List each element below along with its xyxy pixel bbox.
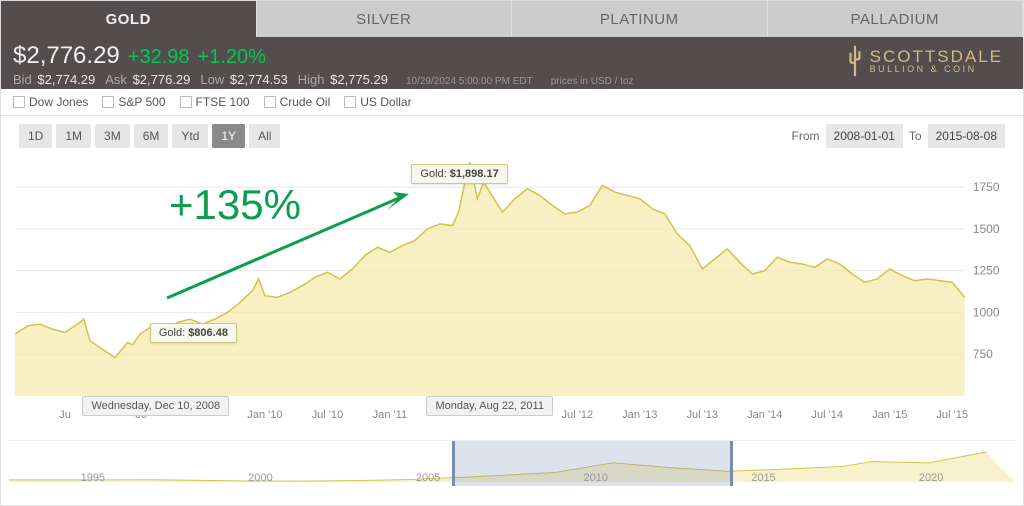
tab-silver[interactable]: SILVER <box>257 1 513 37</box>
compare-ftse100[interactable]: FTSE 100 <box>180 95 250 109</box>
svg-text:Jan '14: Jan '14 <box>747 409 782 421</box>
high-label: High <box>298 72 325 87</box>
callout-low: Gold: $806.48 <box>150 323 237 343</box>
price-change-abs: +32.98 <box>128 46 190 69</box>
compare-label: FTSE 100 <box>196 95 250 109</box>
controls-row: 1D 1M 3M 6M Ytd 1Y All From 2008-01-01 T… <box>1 116 1023 156</box>
svg-text:Jul '14: Jul '14 <box>811 409 843 421</box>
range-all[interactable]: All <box>249 124 280 148</box>
date-range: From 2008-01-01 To 2015-08-08 <box>792 124 1005 148</box>
ask-value: $2,776.29 <box>133 72 191 87</box>
timestamp: 10/29/2024 5:00:00 PM EDT <box>406 76 533 87</box>
callout-value: $1,898.17 <box>450 168 499 180</box>
bid-value: $2,774.29 <box>37 72 95 87</box>
svg-text:1750: 1750 <box>973 180 1000 194</box>
date-flag-low: Wednesday, Dec 10, 2008 <box>82 396 229 416</box>
unit-note: prices in USD / toz <box>551 76 634 87</box>
compare-crudeoil[interactable]: Crude Oil <box>264 95 331 109</box>
price-bar: $2,776.29 +32.98 +1.20% Bid $2,774.29 As… <box>1 37 1023 89</box>
bid-label: Bid <box>13 72 32 87</box>
svg-text:Ju: Ju <box>59 409 71 421</box>
svg-text:Jul '15: Jul '15 <box>936 409 968 421</box>
brand-tagline: BULLION & COIN <box>870 65 1003 74</box>
range-buttons: 1D 1M 3M 6M Ytd 1Y All <box>19 124 280 148</box>
brand-logo[interactable]: SCOTTSDALE BULLION & COIN <box>846 45 1003 77</box>
nav-label: 1995 <box>81 472 105 484</box>
to-label: To <box>909 129 922 143</box>
tab-platinum[interactable]: PLATINUM <box>512 1 768 37</box>
range-1y[interactable]: 1Y <box>212 124 245 148</box>
navigator-labels: 1995 2000 2005 2010 2015 2020 <box>9 472 1015 484</box>
low-value: $2,774.53 <box>230 72 288 87</box>
low-label: Low <box>200 72 224 87</box>
price-change-pct: +1.20% <box>198 46 266 69</box>
compare-label: Crude Oil <box>280 95 331 109</box>
compare-usdollar[interactable]: US Dollar <box>344 95 411 109</box>
date-flag-high: Monday, Aug 22, 2011 <box>426 396 552 416</box>
to-date[interactable]: 2015-08-08 <box>928 124 1005 148</box>
nav-label: 2005 <box>416 472 440 484</box>
cactus-icon <box>846 45 864 77</box>
spot-price: $2,776.29 <box>13 42 120 70</box>
callout-label: Gold: <box>159 327 185 339</box>
svg-text:750: 750 <box>973 347 993 361</box>
nav-label: 2000 <box>248 472 272 484</box>
from-label: From <box>792 129 820 143</box>
arrow-icon <box>159 186 419 306</box>
svg-text:1000: 1000 <box>973 305 1000 319</box>
svg-text:Jul '12: Jul '12 <box>562 409 594 421</box>
svg-text:1500: 1500 <box>973 222 1000 236</box>
range-1m[interactable]: 1M <box>56 124 91 148</box>
compare-label: S&P 500 <box>118 95 165 109</box>
compare-dowjones[interactable]: Dow Jones <box>13 95 88 109</box>
callout-high: Gold: $1,898.17 <box>411 164 507 184</box>
svg-text:Jan '10: Jan '10 <box>247 409 282 421</box>
compare-sp500[interactable]: S&P 500 <box>102 95 165 109</box>
svg-text:Jul '10: Jul '10 <box>312 409 344 421</box>
tab-gold[interactable]: GOLD <box>1 1 257 37</box>
nav-label: 2015 <box>751 472 775 484</box>
compare-label: US Dollar <box>360 95 411 109</box>
tab-palladium[interactable]: PALLADIUM <box>768 1 1024 37</box>
metal-tabs: GOLD SILVER PLATINUM PALLADIUM <box>1 1 1023 37</box>
callout-value: $806.48 <box>188 327 228 339</box>
svg-text:Jan '13: Jan '13 <box>622 409 657 421</box>
svg-text:1250: 1250 <box>973 264 1000 278</box>
nav-label: 2010 <box>584 472 608 484</box>
svg-text:Jan '15: Jan '15 <box>872 409 907 421</box>
range-3m[interactable]: 3M <box>95 124 130 148</box>
range-6m[interactable]: 6M <box>134 124 169 148</box>
brand-name: SCOTTSDALE <box>870 48 1003 65</box>
svg-text:Jul '13: Jul '13 <box>686 409 718 421</box>
price-chart[interactable]: 7501000125015001750Ju'09Jan '10Jul '10Ja… <box>9 156 1015 426</box>
nav-label: 2020 <box>919 472 943 484</box>
svg-text:Jan '11: Jan '11 <box>373 409 407 421</box>
compare-label: Dow Jones <box>29 95 88 109</box>
callout-label: Gold: <box>420 168 446 180</box>
range-1d[interactable]: 1D <box>19 124 52 148</box>
from-date[interactable]: 2008-01-01 <box>826 124 903 148</box>
range-ytd[interactable]: Ytd <box>172 124 208 148</box>
ask-label: Ask <box>105 72 127 87</box>
compare-bar: Dow Jones S&P 500 FTSE 100 Crude Oil US … <box>1 89 1023 116</box>
navigator[interactable]: 1995 2000 2005 2010 2015 2020 <box>9 440 1015 486</box>
high-value: $2,775.29 <box>330 72 388 87</box>
